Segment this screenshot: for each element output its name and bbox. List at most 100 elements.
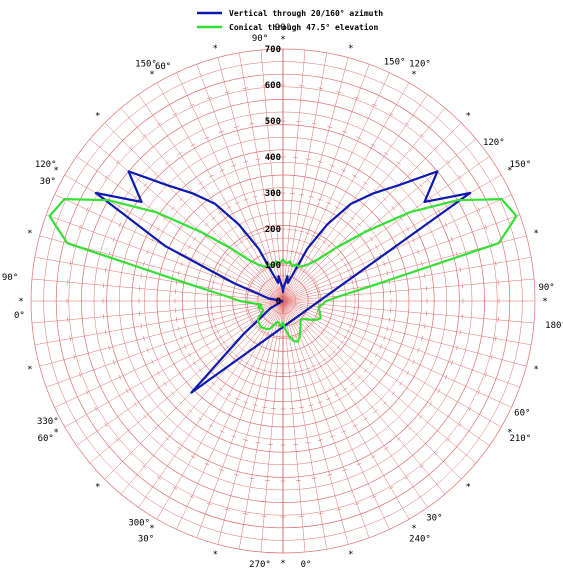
grid-tick <box>231 164 237 167</box>
angle-marker: * <box>213 550 218 560</box>
grid-tick <box>234 201 240 205</box>
grid-tick <box>73 354 76 360</box>
grid-tick <box>214 323 217 329</box>
grid-tick <box>212 279 215 285</box>
grid-tick <box>375 352 379 358</box>
radial-tick-label: 400 <box>265 153 281 163</box>
grid-tick <box>219 334 223 340</box>
grid-tick <box>326 201 332 205</box>
grid-tick <box>353 310 355 317</box>
grid-tick <box>180 335 183 341</box>
grid-tick <box>230 349 235 354</box>
grid-tick <box>317 87 324 89</box>
grid-tick <box>211 285 213 292</box>
grid-tick <box>219 430 225 433</box>
grid-tick <box>369 236 374 242</box>
grid-tick <box>343 262 347 268</box>
grid-spoke <box>31 278 284 302</box>
grid-tick <box>179 197 184 202</box>
grid-tick <box>341 430 347 433</box>
grid-spoke <box>46 300 284 388</box>
grid-tick <box>433 451 438 456</box>
grid-tick <box>222 257 226 262</box>
grid-spoke <box>138 94 284 302</box>
grid-tick <box>352 174 358 178</box>
grid-tick <box>239 358 244 362</box>
angle-marker: * <box>150 70 155 80</box>
grid-tick <box>267 229 274 231</box>
grid-tick <box>342 130 347 133</box>
grid-tick <box>104 174 108 180</box>
angle-marker: * <box>349 550 354 560</box>
tick-labels: 0 100 200 300 400 500 600 700 <box>265 45 281 307</box>
grid-tick <box>336 91 342 94</box>
grid-tick <box>458 422 462 428</box>
grid-tick <box>354 502 360 506</box>
grid-tick <box>214 273 217 279</box>
grid-tick <box>226 205 232 209</box>
grid-spoke <box>76 300 284 446</box>
grid-tick <box>104 422 108 428</box>
grid-tick <box>346 329 350 334</box>
grid-tick <box>156 226 160 232</box>
grid-spoke <box>282 300 477 464</box>
grid-tick <box>115 160 120 165</box>
grid-tick <box>354 96 360 100</box>
grid-spoke <box>282 300 446 495</box>
grid-tick <box>170 391 175 396</box>
series-layer <box>48 170 518 394</box>
grid-tick <box>455 345 458 351</box>
grid-tick <box>242 513 249 515</box>
grid-tick <box>267 157 273 159</box>
grid-spoke <box>64 300 284 428</box>
grid-tick <box>219 169 225 172</box>
grid-tick <box>293 443 299 445</box>
grid-tick <box>396 437 401 441</box>
grid-tick <box>211 381 216 386</box>
grid-tick <box>346 268 350 273</box>
angle-marker: * <box>19 297 24 307</box>
grid-spoke <box>138 300 284 508</box>
grid-tick <box>404 122 410 126</box>
angle-marker: * <box>412 70 417 80</box>
grid-tick <box>204 462 210 466</box>
grid-tick <box>308 404 314 407</box>
angle-label-inner: 330° <box>37 417 59 427</box>
grid-tick <box>341 169 347 172</box>
grid-spoke <box>282 156 490 302</box>
grid-tick <box>142 464 147 469</box>
grid-tick <box>299 406 305 409</box>
grid-tick <box>170 206 175 211</box>
grid-tick <box>408 171 413 176</box>
grid-tick <box>340 257 344 262</box>
grid-tick <box>433 146 438 151</box>
grid-tick <box>219 262 223 268</box>
grid-spoke <box>282 300 306 553</box>
angle-marker: * <box>95 482 100 492</box>
grid-tick <box>125 388 129 394</box>
grid-tick <box>425 285 427 291</box>
grid-spoke <box>282 107 446 302</box>
grid-tick <box>353 285 355 292</box>
grid-tick <box>363 181 368 185</box>
grid-tick <box>371 103 377 107</box>
grid-tick <box>384 446 389 451</box>
angle-label-inner: 30° <box>426 513 442 523</box>
grid-tick <box>243 439 249 441</box>
grid-tick <box>351 279 354 285</box>
grid-tick <box>428 195 433 200</box>
grid-tick <box>350 381 355 386</box>
grid-tick <box>239 240 244 244</box>
angle-label-outer: 30° <box>138 534 154 544</box>
grid-tick <box>206 96 212 100</box>
grid-tick <box>484 372 488 378</box>
radial-tick-label: 600 <box>265 81 281 91</box>
grid-tick <box>428 402 433 407</box>
grid-tick <box>153 426 158 431</box>
grid-spoke <box>260 49 284 302</box>
grid-tick <box>340 340 344 345</box>
grid-tick <box>388 112 394 116</box>
grid-tick <box>444 374 448 380</box>
grid-spoke <box>282 300 535 324</box>
